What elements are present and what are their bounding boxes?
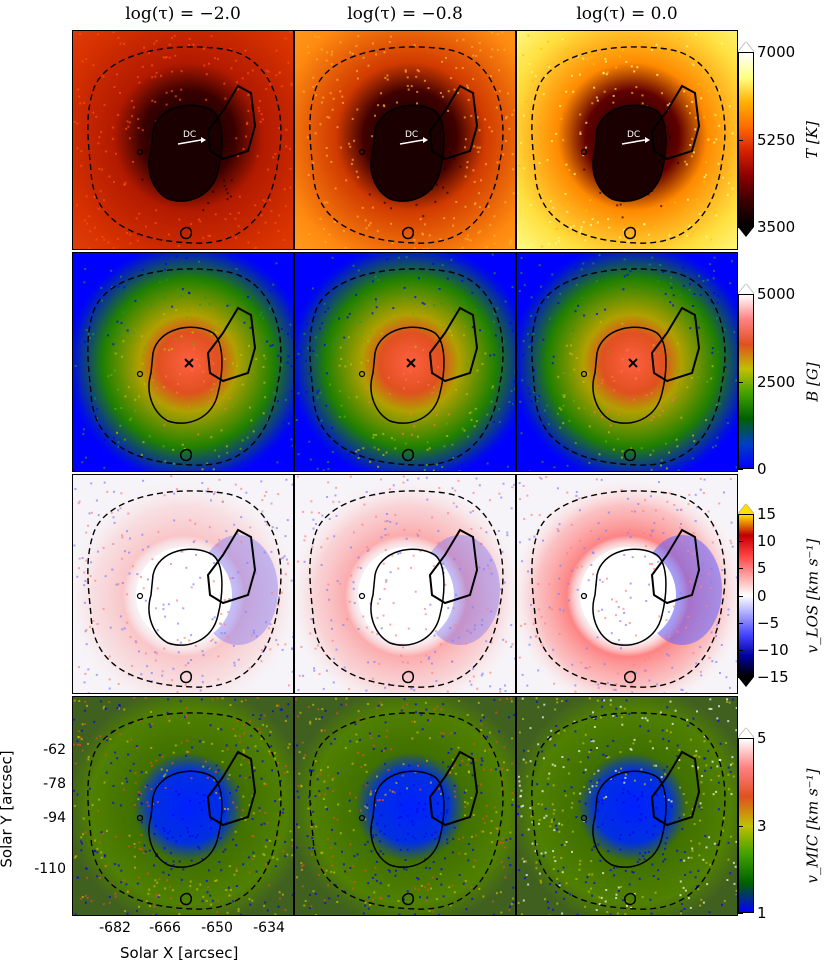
panel-vmic-col1 (72, 696, 294, 916)
column-title-2: log(τ) = −0.8 (347, 4, 463, 24)
column-title-3: log(τ) = 0.0 (576, 4, 678, 24)
panel-t-col2: DC (294, 30, 516, 250)
colorbar-underflow-triangle (738, 677, 754, 687)
colorbar-tick-label: 1 (757, 904, 767, 922)
colorbar-tick-mark (738, 541, 743, 543)
y-axis-label: Solar Y [arcsec] (0, 750, 16, 868)
colorbar-tick-label: −5 (757, 613, 780, 632)
x-tick-1: -682 (99, 920, 131, 936)
colorbar-tick-mark (738, 381, 743, 383)
colorbar-tick-label: −10 (757, 640, 789, 659)
colorbar-tick-mark (738, 913, 743, 914)
panel-t-col1: DC (72, 30, 294, 250)
colorbar-tick-mark (738, 227, 743, 228)
colorbar-tick-label: 5000 (757, 285, 796, 303)
colorbar-label-vlos: v_LOS [km s⁻¹] (802, 538, 821, 653)
colorbar-tick-mark (738, 52, 743, 53)
panel-b-col3 (516, 252, 738, 472)
colorbar-tick-mark (738, 825, 743, 827)
colorbar-tick-label: 10 (757, 532, 777, 551)
colorbar-tick-mark (738, 514, 743, 515)
panel-b-col1 (72, 252, 294, 472)
colorbar-tick-label: 5 (757, 729, 767, 747)
panel-vlos-col3 (516, 474, 738, 694)
colorbar-overflow-triangle (738, 42, 754, 52)
colorbar-tick-label: 15 (757, 505, 777, 523)
colorbar-tick-mark (738, 294, 743, 295)
panel-vmic-col3 (516, 696, 738, 916)
panel-vlos-col2 (294, 474, 516, 694)
colorbar-tick-label: 0 (757, 460, 767, 478)
colorbar-tick-mark (738, 738, 743, 739)
colorbar-tick-label: 5250 (757, 130, 796, 149)
x-axis-label: Solar X [arcsec] (120, 944, 239, 962)
colorbar-tick-mark (738, 139, 743, 141)
colorbar-tick-mark (738, 622, 743, 624)
y-tick-1: -62 (43, 742, 66, 758)
colorbar-overflow-triangle (738, 284, 754, 294)
panel-b-col2 (294, 252, 516, 472)
colorbar-tick-mark (738, 677, 743, 678)
x-tick-3: -650 (201, 920, 233, 936)
colorbar-overflow-triangle (738, 504, 754, 514)
colorbar-tick-mark (738, 649, 743, 651)
colorbar-tick-label: 7000 (757, 43, 796, 61)
colorbar-tick-label: 2500 (757, 372, 796, 391)
y-tick-3: -94 (43, 810, 66, 826)
y-tick-4: -110 (34, 861, 66, 877)
colorbar-tick-label: 3 (757, 816, 767, 835)
dc-annotation: DC (405, 130, 418, 140)
colorbar-overflow-triangle (738, 728, 754, 738)
dc-annotation: DC (627, 130, 640, 140)
column-title-1: log(τ) = −2.0 (125, 4, 241, 24)
panel-t-col3: DC (516, 30, 738, 250)
colorbar-label-b: B [G] (803, 361, 822, 402)
panel-vlos-col1 (72, 474, 294, 694)
colorbar-tick-mark (738, 595, 743, 597)
colorbar-label-t: T [K] (802, 120, 821, 159)
y-tick-2: -78 (43, 776, 66, 792)
colorbar-tick-label: 3500 (757, 218, 796, 236)
colorbar-tick-label: −15 (757, 668, 789, 686)
colorbar-tick-label: 0 (757, 586, 767, 605)
colorbar-underflow-triangle (738, 227, 754, 237)
colorbar-tick-mark (738, 568, 743, 570)
x-tick-4: -634 (253, 920, 285, 936)
x-tick-2: -666 (149, 920, 181, 936)
dc-annotation: DC (183, 130, 196, 140)
panel-vmic-col2 (294, 696, 516, 916)
colorbar-tick-mark (738, 469, 743, 470)
colorbar-tick-label: 5 (757, 559, 767, 578)
colorbar-label-vmic: v_MIC [km s⁻¹] (802, 768, 821, 883)
